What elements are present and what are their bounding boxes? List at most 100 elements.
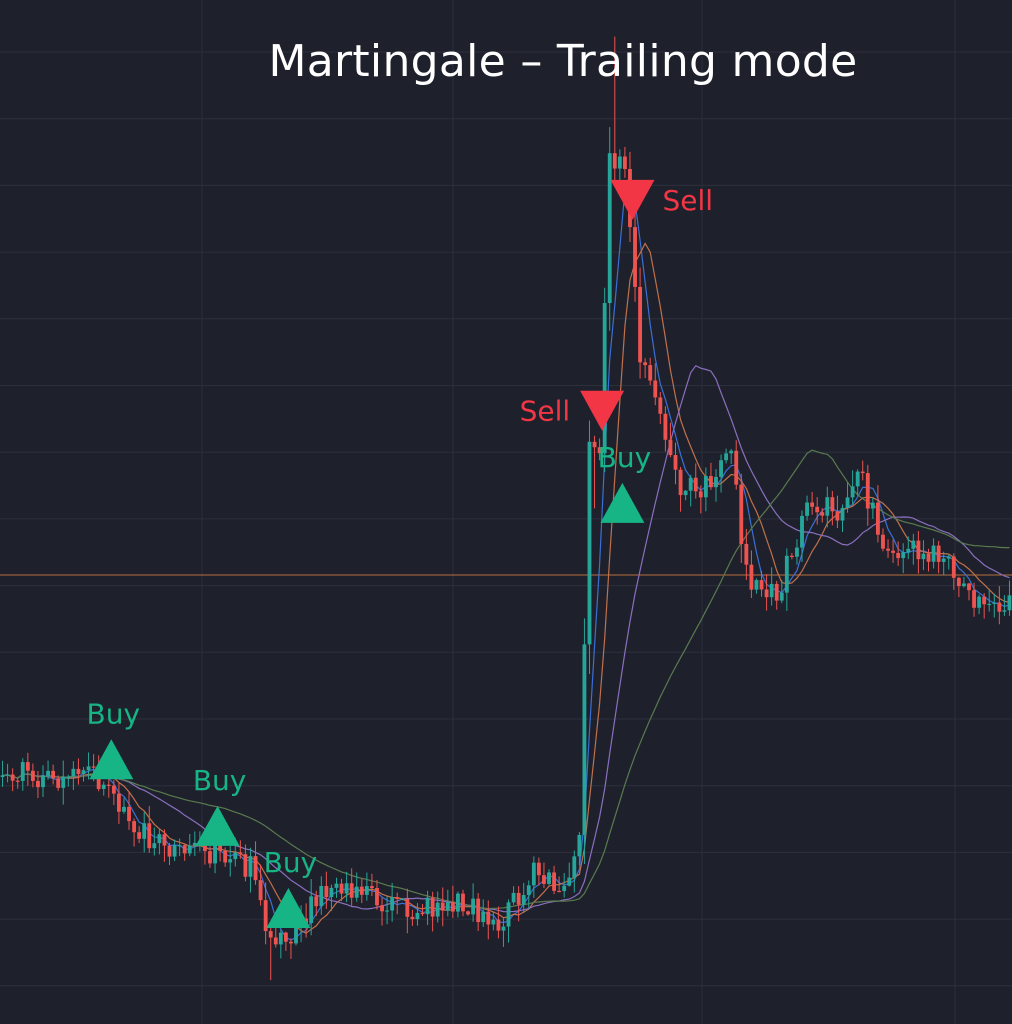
candle-body bbox=[531, 862, 536, 886]
candle-body bbox=[582, 644, 587, 835]
candle-body bbox=[71, 768, 76, 777]
candle-body bbox=[208, 851, 212, 864]
candle-body bbox=[653, 380, 658, 398]
buy-triangle-icon bbox=[266, 888, 311, 928]
candle-body bbox=[719, 460, 723, 477]
buy-signal: Buy bbox=[264, 846, 318, 928]
candle-body bbox=[501, 926, 506, 931]
candle-body bbox=[921, 553, 926, 560]
candle-body bbox=[779, 592, 784, 601]
sell-label: Sell bbox=[663, 184, 714, 217]
candle-body bbox=[617, 156, 622, 169]
candle-body bbox=[430, 897, 435, 917]
candle-body bbox=[5, 774, 10, 776]
candle-body bbox=[648, 365, 653, 381]
candle-body bbox=[673, 455, 678, 470]
candle-body bbox=[729, 450, 734, 454]
candle-body bbox=[375, 888, 379, 906]
candle-body bbox=[769, 583, 774, 598]
candle-body bbox=[587, 441, 592, 645]
buy-signal: Buy bbox=[87, 697, 140, 780]
candle-body bbox=[142, 823, 147, 839]
candle-body bbox=[967, 583, 971, 591]
candle-body bbox=[450, 902, 455, 912]
candle-body bbox=[557, 890, 562, 893]
candle-body bbox=[562, 885, 567, 892]
candle-body bbox=[663, 413, 668, 440]
candle-body bbox=[369, 886, 374, 889]
candle-body bbox=[911, 540, 916, 549]
ma-fast-line bbox=[2, 172, 1010, 941]
candle-body bbox=[496, 919, 501, 931]
candle-body bbox=[283, 932, 288, 942]
candle-body bbox=[364, 886, 369, 895]
candle-body bbox=[101, 784, 106, 789]
candle-body bbox=[602, 303, 607, 454]
candle-body bbox=[385, 910, 390, 912]
candle-body bbox=[233, 852, 238, 860]
buy-label: Buy bbox=[193, 764, 247, 797]
candle-body bbox=[683, 490, 688, 496]
candle-body bbox=[906, 548, 911, 553]
candle-body bbox=[926, 553, 931, 562]
candle-body bbox=[547, 872, 551, 884]
signals: Buy Buy Buy Sell Buy Sell bbox=[87, 179, 714, 928]
candle-body bbox=[192, 842, 197, 846]
candle-body bbox=[172, 845, 177, 857]
candle-body bbox=[891, 550, 896, 553]
candle-body bbox=[243, 854, 248, 877]
candle-body bbox=[946, 556, 951, 559]
candle-body bbox=[339, 883, 344, 894]
sell-signal: Sell bbox=[610, 179, 714, 220]
candle-body bbox=[268, 931, 273, 938]
candle-body bbox=[850, 486, 855, 498]
candle-body bbox=[76, 768, 81, 775]
candle-body bbox=[633, 227, 637, 287]
candle-body bbox=[754, 580, 759, 590]
candle-body bbox=[567, 877, 572, 886]
candle-body bbox=[81, 770, 86, 775]
ma-long-line bbox=[2, 449, 1010, 910]
candle-body bbox=[36, 780, 40, 788]
candle-body bbox=[289, 941, 293, 944]
ma-slow-line bbox=[2, 364, 1010, 913]
candle-body bbox=[941, 558, 946, 562]
candle-body bbox=[263, 900, 268, 932]
candle-body bbox=[805, 502, 809, 516]
candle-body bbox=[658, 397, 663, 414]
candle-body bbox=[592, 441, 597, 448]
candle-body bbox=[10, 774, 15, 781]
candle-body bbox=[435, 902, 440, 917]
candle-body bbox=[840, 507, 845, 521]
candle-body bbox=[552, 872, 556, 891]
candle-body bbox=[820, 512, 825, 516]
candle-body bbox=[445, 902, 450, 911]
candle-body bbox=[147, 823, 152, 849]
candle-body bbox=[30, 770, 35, 781]
candle-body bbox=[977, 596, 982, 608]
candle-body bbox=[400, 898, 405, 900]
candle-body bbox=[415, 912, 420, 920]
candle-body bbox=[789, 555, 794, 557]
candle-body bbox=[20, 762, 25, 781]
candle-body bbox=[835, 511, 840, 521]
candle-body bbox=[456, 893, 460, 912]
candle-body bbox=[405, 898, 410, 917]
candle-body bbox=[278, 932, 283, 945]
candle-body bbox=[800, 515, 804, 548]
candle-body bbox=[349, 883, 354, 898]
candle-body bbox=[51, 770, 56, 779]
candle-body bbox=[638, 286, 643, 363]
candle-body bbox=[865, 473, 870, 509]
candle-body bbox=[749, 564, 754, 590]
candle-body bbox=[481, 911, 486, 923]
candle-body bbox=[127, 806, 131, 822]
buy-label: Buy bbox=[264, 846, 318, 879]
candle-body bbox=[152, 843, 157, 849]
chart-title: Martingale – Trailing mode bbox=[268, 36, 858, 87]
candle-body bbox=[41, 775, 45, 788]
buy-label: Buy bbox=[598, 441, 652, 474]
candle-body bbox=[213, 844, 217, 864]
candle-body bbox=[106, 784, 111, 786]
